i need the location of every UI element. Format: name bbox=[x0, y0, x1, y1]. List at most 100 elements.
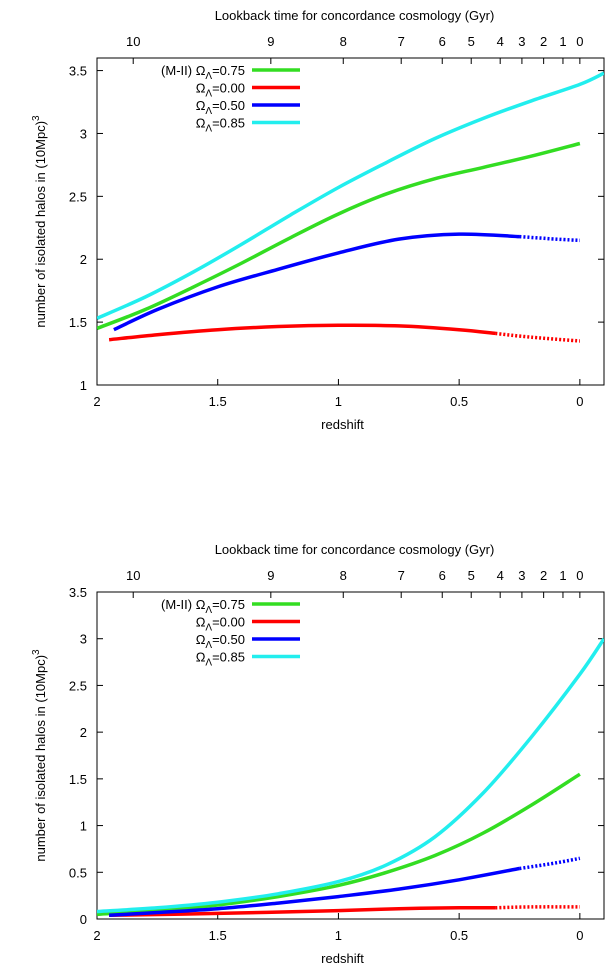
legend-value: =0.00 bbox=[212, 615, 245, 630]
top-tick-label: 4 bbox=[497, 568, 504, 583]
x-tick-label: 1.5 bbox=[209, 928, 227, 943]
y-axis-label-sup: 3 bbox=[31, 649, 42, 655]
series-line-extrapolated bbox=[519, 234, 580, 243]
y-tick-label: 2.5 bbox=[69, 189, 87, 204]
legend-omega: Ω bbox=[196, 81, 206, 96]
y-tick-label: 3 bbox=[80, 632, 87, 647]
legend-omega: Ω bbox=[196, 63, 206, 78]
top-tick-label: 6 bbox=[439, 34, 446, 49]
legend-omega: Ω bbox=[196, 615, 206, 630]
legend-subscript: Λ bbox=[205, 640, 212, 651]
legend-value: =0.85 bbox=[212, 650, 245, 665]
series-1 bbox=[97, 772, 581, 917]
x-axis-label: redshift bbox=[321, 417, 364, 432]
series-line bbox=[108, 866, 520, 918]
top-tick-label: 9 bbox=[267, 34, 274, 49]
top-tick-label: 2 bbox=[540, 568, 547, 583]
series-2 bbox=[108, 323, 581, 343]
top-tick-label: 9 bbox=[267, 568, 274, 583]
top-tick-label: 7 bbox=[398, 568, 405, 583]
legend-label: ΩΛ=0.00 bbox=[196, 81, 245, 100]
x-tick-label: 1 bbox=[335, 394, 342, 409]
top-tick-label: 3 bbox=[518, 34, 525, 49]
legend-subscript: Λ bbox=[205, 106, 212, 117]
legend-omega: Ω bbox=[196, 98, 206, 113]
legend-label: ΩΛ=0.85 bbox=[196, 116, 245, 135]
series-line-extrapolated bbox=[495, 905, 580, 910]
top-tick-label: 0 bbox=[576, 568, 583, 583]
x-tick-label: 0 bbox=[576, 394, 583, 409]
y-axis-label-sup: 3 bbox=[31, 115, 42, 121]
legend-label: (M-II) ΩΛ=0.75 bbox=[161, 597, 245, 616]
legend-omega: Ω bbox=[196, 650, 206, 665]
y-tick-label: 3.5 bbox=[69, 585, 87, 600]
legend-subscript: Λ bbox=[205, 71, 212, 82]
legend-label: (M-II) ΩΛ=0.75 bbox=[161, 63, 245, 82]
top-tick-label: 8 bbox=[340, 568, 347, 583]
legend-subscript: Λ bbox=[205, 89, 212, 100]
plot-frame bbox=[96, 57, 605, 386]
legend-label: ΩΛ=0.50 bbox=[196, 98, 245, 117]
y-tick-label: 1 bbox=[80, 378, 87, 393]
top-tick-label: 2 bbox=[540, 34, 547, 49]
y-tick-label: 1 bbox=[80, 819, 87, 834]
plot-frame bbox=[96, 591, 605, 920]
legend-subscript: Λ bbox=[205, 658, 212, 669]
series-line bbox=[97, 637, 604, 914]
legend-value: =0.50 bbox=[212, 98, 245, 113]
series-line bbox=[97, 71, 604, 320]
series-line bbox=[108, 323, 496, 342]
y-tick-label: 3 bbox=[80, 126, 87, 141]
top-tick-label: 1 bbox=[559, 34, 566, 49]
legend-subscript: Λ bbox=[205, 124, 212, 135]
legend-label: ΩΛ=0.50 bbox=[196, 632, 245, 651]
legend-prefix: (M-II) bbox=[161, 63, 196, 78]
series-4 bbox=[97, 71, 604, 320]
top-axis-label: Lookback time for concordance cosmology … bbox=[215, 8, 495, 23]
y-axis-label: number of isolated halos in (10Mpc)3 bbox=[31, 649, 48, 862]
top-tick-label: 1 bbox=[559, 568, 566, 583]
legend-prefix: (M-II) bbox=[161, 597, 196, 612]
legend-subscript: Λ bbox=[205, 623, 212, 634]
x-tick-label: 2 bbox=[93, 928, 100, 943]
x-tick-label: 1 bbox=[335, 928, 342, 943]
series-line-extrapolated bbox=[495, 331, 581, 343]
legend-omega: Ω bbox=[196, 597, 206, 612]
series-4 bbox=[97, 637, 604, 914]
top-tick-label: 5 bbox=[468, 568, 475, 583]
top-tick-label: 5 bbox=[468, 34, 475, 49]
legend-omega: Ω bbox=[196, 116, 206, 131]
top-tick-label: 4 bbox=[497, 34, 504, 49]
x-tick-label: 1.5 bbox=[209, 394, 227, 409]
top-tick-label: 3 bbox=[518, 568, 525, 583]
legend-subscript: Λ bbox=[205, 605, 212, 616]
top-tick-label: 10 bbox=[126, 34, 140, 49]
series-1 bbox=[97, 141, 581, 331]
top-axis-label: Lookback time for concordance cosmology … bbox=[215, 542, 495, 557]
y-tick-label: 0.5 bbox=[69, 865, 87, 880]
legend-label: ΩΛ=0.85 bbox=[196, 650, 245, 669]
series-2 bbox=[109, 905, 580, 918]
top-tick-label: 10 bbox=[126, 568, 140, 583]
y-tick-label: 1.5 bbox=[69, 315, 87, 330]
legend-label: ΩΛ=0.00 bbox=[196, 615, 245, 634]
x-tick-label: 0.5 bbox=[450, 928, 468, 943]
y-tick-label: 3.5 bbox=[69, 64, 87, 79]
legend-value: =0.00 bbox=[212, 81, 245, 96]
y-tick-label: 2.5 bbox=[69, 678, 87, 693]
top-tick-label: 7 bbox=[398, 34, 405, 49]
series-line bbox=[97, 141, 581, 331]
legend-value: =0.75 bbox=[212, 63, 245, 78]
series-line-extrapolated bbox=[519, 856, 581, 871]
series-3 bbox=[108, 856, 581, 918]
x-tick-label: 0.5 bbox=[450, 394, 468, 409]
top-tick-label: 8 bbox=[340, 34, 347, 49]
y-axis-label: number of isolated halos in (10Mpc)3 bbox=[31, 115, 48, 328]
legend-omega: Ω bbox=[196, 632, 206, 647]
y-tick-label: 0 bbox=[80, 912, 87, 927]
legend-value: =0.85 bbox=[212, 116, 245, 131]
top-tick-label: 6 bbox=[439, 568, 446, 583]
series-line bbox=[109, 905, 496, 918]
